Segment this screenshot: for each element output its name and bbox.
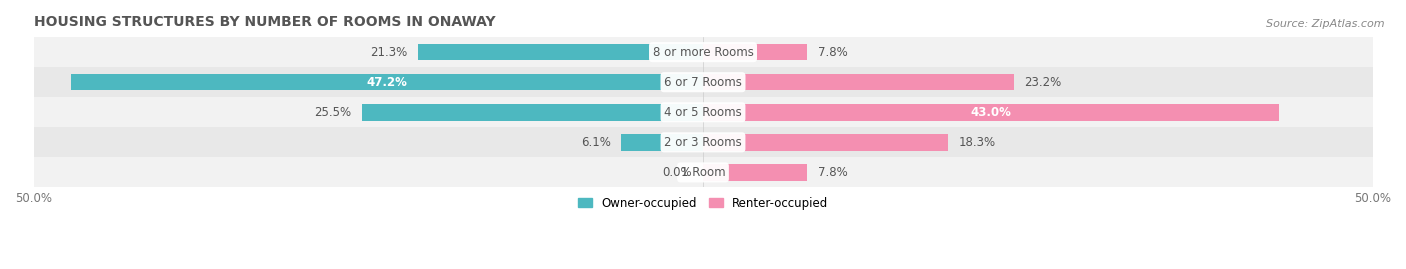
Bar xyxy=(34,157,1372,187)
Bar xyxy=(34,127,1372,157)
Text: 6 or 7 Rooms: 6 or 7 Rooms xyxy=(664,76,742,89)
Text: HOUSING STRUCTURES BY NUMBER OF ROOMS IN ONAWAY: HOUSING STRUCTURES BY NUMBER OF ROOMS IN… xyxy=(34,15,495,29)
Legend: Owner-occupied, Renter-occupied: Owner-occupied, Renter-occupied xyxy=(572,192,834,215)
Bar xyxy=(361,104,703,121)
Text: 18.3%: 18.3% xyxy=(959,136,995,149)
Text: 0.0%: 0.0% xyxy=(662,166,692,179)
Text: 25.5%: 25.5% xyxy=(314,106,352,119)
Bar xyxy=(621,134,703,151)
Text: 43.0%: 43.0% xyxy=(970,106,1011,119)
Text: 6.1%: 6.1% xyxy=(581,136,610,149)
Bar xyxy=(34,67,1372,97)
Bar xyxy=(34,97,1372,127)
Bar xyxy=(703,164,807,181)
Text: 7.8%: 7.8% xyxy=(818,166,848,179)
Bar xyxy=(34,37,1372,67)
Bar xyxy=(703,74,1014,90)
Bar xyxy=(418,44,703,61)
Bar xyxy=(703,44,807,61)
Bar xyxy=(703,134,948,151)
Text: 8 or more Rooms: 8 or more Rooms xyxy=(652,46,754,59)
Bar xyxy=(703,104,1279,121)
Text: 7.8%: 7.8% xyxy=(818,46,848,59)
Text: 21.3%: 21.3% xyxy=(370,46,408,59)
Text: 23.2%: 23.2% xyxy=(1025,76,1062,89)
Text: 4 or 5 Rooms: 4 or 5 Rooms xyxy=(664,106,742,119)
Text: 1 Room: 1 Room xyxy=(681,166,725,179)
Text: 47.2%: 47.2% xyxy=(367,76,408,89)
Bar xyxy=(70,74,703,90)
Text: Source: ZipAtlas.com: Source: ZipAtlas.com xyxy=(1267,19,1385,29)
Text: 2 or 3 Rooms: 2 or 3 Rooms xyxy=(664,136,742,149)
